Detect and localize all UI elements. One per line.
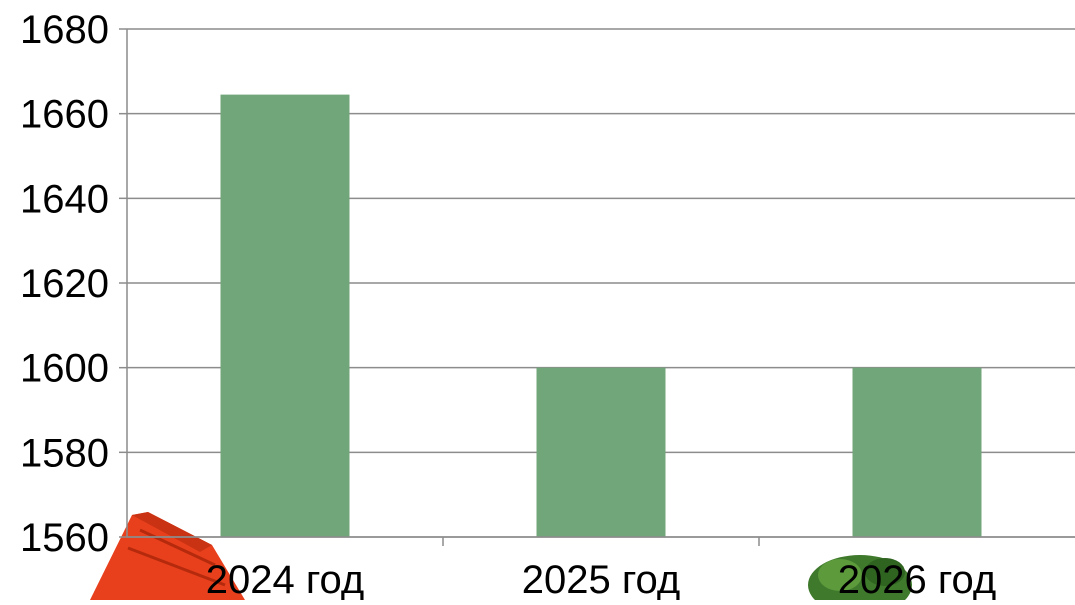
y-tick-label: 1680 [20,8,109,52]
x-tick-label: 2025 год [522,558,681,600]
x-axis-tick-labels: 2024 год 2025 год 2026 год [206,558,997,602]
y-tick-label: 1560 [20,516,109,560]
house-roof-icon [90,512,245,600]
y-axis-tick-labels: 1560 1580 1600 1620 1640 1660 1680 [20,8,109,560]
bar [852,367,982,537]
tree-icon [808,555,912,605]
x-tick-label: 2026 год [838,558,997,600]
x-tick-label: 2024 год [206,558,365,600]
y-tick-label: 1600 [20,347,109,391]
bar [220,94,350,537]
y-tick-label: 1640 [20,177,109,221]
bars [220,94,982,537]
y-tick-label: 1620 [20,262,109,306]
y-tick-label: 1580 [20,431,109,475]
axes [119,28,1075,546]
y-tick-label: 1660 [20,93,109,137]
bar [536,367,666,537]
